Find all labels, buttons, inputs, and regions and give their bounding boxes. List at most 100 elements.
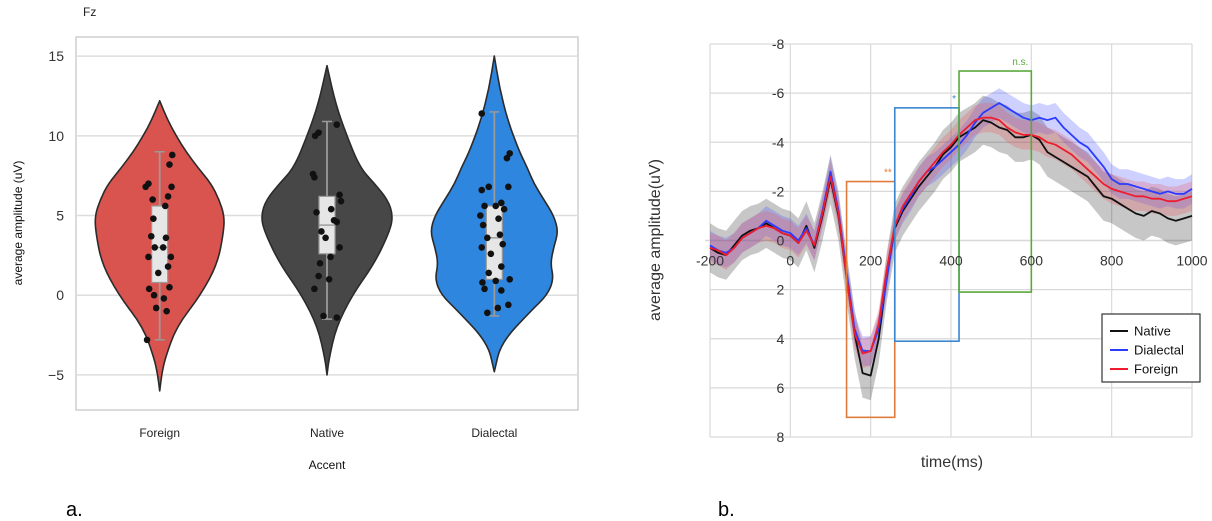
x-tick-label: 400 [939, 253, 963, 269]
data-point [333, 314, 341, 321]
data-point [477, 212, 484, 219]
y-axis-b-ticks: -8 -6 -4 -2 2 4 6 8 0 [772, 36, 785, 445]
data-point [309, 170, 317, 178]
data-point [495, 215, 502, 223]
panel-a-label: a. [66, 499, 83, 521]
data-point [160, 295, 168, 302]
data-point [500, 205, 508, 213]
data-point [152, 304, 160, 312]
data-point [492, 202, 500, 210]
x-tick-label: 0 [786, 253, 794, 269]
band-dialectal [710, 88, 1192, 366]
data-point [143, 336, 151, 344]
data-point [503, 154, 511, 162]
x-tick-label: 200 [859, 253, 883, 269]
data-point [150, 215, 157, 223]
data-point [498, 287, 505, 294]
data-point [164, 263, 172, 270]
plot-a-frame [75, 36, 579, 411]
significance-label: n.s. [1012, 57, 1028, 68]
x-tick-label: -200 [696, 253, 724, 269]
data-point [505, 183, 512, 191]
band-foreign [710, 103, 1192, 369]
data-point [161, 202, 169, 210]
data-point [484, 309, 491, 317]
data-point [320, 312, 327, 320]
x-tick-label: 600 [1020, 253, 1044, 269]
data-point [333, 121, 341, 128]
y-tick-label: 5 [56, 208, 64, 224]
y-tick-label: 2 [777, 282, 785, 298]
data-point [505, 301, 512, 309]
data-point [318, 228, 325, 235]
data-point [496, 231, 504, 238]
data-point [159, 244, 167, 251]
data-point [498, 199, 505, 207]
legend: Native Dialectal Foreign [1101, 313, 1201, 383]
data-point [168, 151, 176, 159]
time-windows: ***n.s. [845, 57, 1033, 419]
window-box [958, 70, 1033, 293]
data-point [479, 221, 487, 229]
data-point [478, 244, 486, 251]
data-point [149, 196, 156, 203]
plot-b-gridlines [705, 43, 1193, 438]
data-point [164, 193, 172, 200]
data-point [492, 277, 500, 285]
legend-label: Foreign [1134, 362, 1178, 377]
data-point [336, 191, 343, 199]
series-lines [709, 102, 1193, 377]
data-point [481, 285, 488, 293]
y-tick-label: 6 [777, 380, 785, 396]
y-tick-label: 4 [777, 331, 785, 347]
x-tick-label: Dialectal [471, 426, 517, 440]
data-point [327, 205, 335, 213]
y-tick-label: 8 [777, 429, 785, 445]
data-point [499, 240, 507, 248]
data-point [481, 202, 488, 210]
data-point [337, 197, 345, 205]
data-point [325, 275, 333, 283]
data-point [498, 263, 505, 270]
y-tick-label: -4 [772, 134, 785, 150]
data-point [506, 150, 514, 157]
data-point [485, 183, 493, 191]
data-point [162, 234, 170, 242]
y-tick-label: 10 [48, 128, 64, 144]
y-tick-label: -8 [772, 36, 785, 52]
x-tick-label: 800 [1100, 253, 1124, 269]
line-dialectal [709, 102, 1193, 352]
data-point [478, 186, 486, 194]
data-point [147, 232, 155, 240]
data-point [506, 275, 514, 283]
legend-label: Dialectal [1134, 343, 1184, 358]
data-point [151, 244, 159, 251]
data-point [315, 272, 322, 280]
data-point [145, 285, 153, 293]
y-axis-b-label: average amplitude(uV) [647, 159, 664, 321]
x-axis-a-label: Accent [309, 458, 346, 472]
violins [94, 55, 558, 392]
x-axis-b-label: time(ms) [921, 454, 983, 471]
data-point [163, 307, 170, 315]
panel-b-label: b. [718, 499, 735, 521]
y-tick-label: 0 [56, 287, 64, 303]
significance-label: ** [884, 168, 892, 179]
y-axis-a-ticks: −5 0 5 10 15 [48, 48, 64, 383]
legend-box [1101, 313, 1201, 383]
y-axis-a-label: average amplitude (uV) [11, 161, 25, 286]
data-point [315, 129, 322, 136]
data-point [150, 291, 158, 299]
y-tick-label: -6 [772, 85, 785, 101]
data-point [166, 161, 173, 168]
x-axis-b-ticks: -200 0 200 400 600 800 1000 [696, 253, 1208, 269]
x-axis-a-ticks: Foreign Native Dialectal [139, 426, 517, 440]
data-point [311, 285, 318, 293]
chart-a-title: Fz [83, 5, 96, 19]
data-point [145, 253, 152, 261]
box-iqr [151, 205, 169, 284]
data-point [145, 180, 152, 187]
data-point [327, 253, 334, 261]
